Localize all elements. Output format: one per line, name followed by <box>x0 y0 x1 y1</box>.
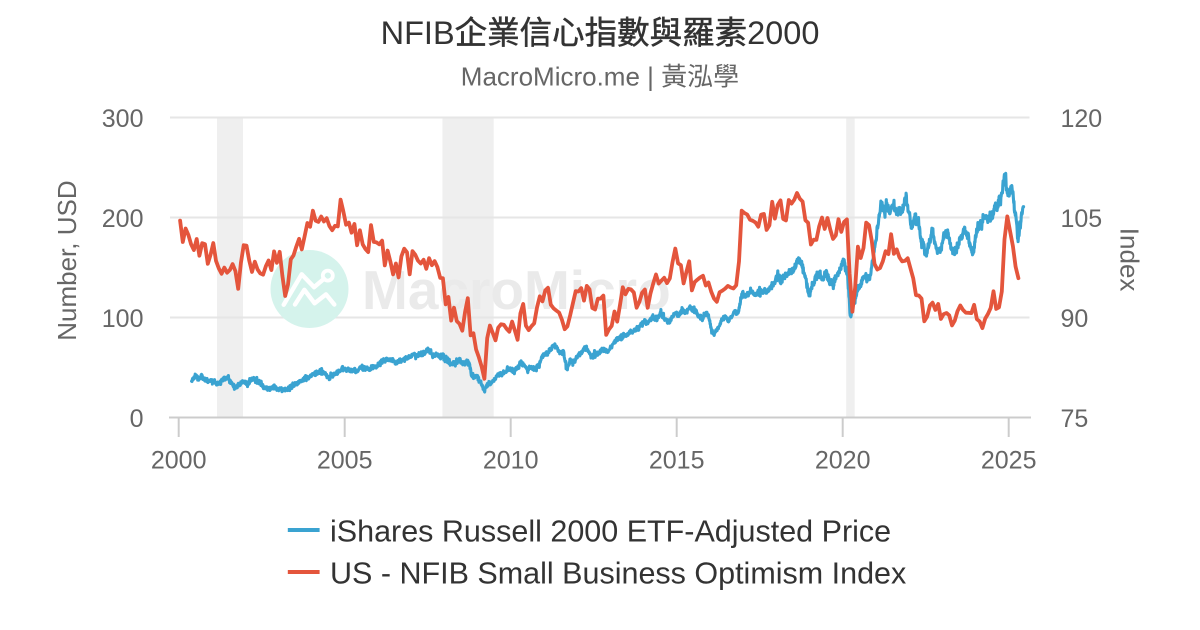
svg-text:US - NFIB Small Business Optim: US - NFIB Small Business Optimism Index <box>330 557 906 591</box>
svg-text:120: 120 <box>1061 105 1103 133</box>
svg-text:2000: 2000 <box>747 15 819 51</box>
svg-text:MacroMicro.me |: MacroMicro.me | <box>461 62 654 92</box>
svg-text:200: 200 <box>102 205 144 233</box>
svg-text:2020: 2020 <box>815 447 871 475</box>
svg-text:Number, USD: Number, USD <box>52 180 82 340</box>
svg-text:90: 90 <box>1061 305 1089 333</box>
svg-text:2025: 2025 <box>981 447 1037 475</box>
svg-text:NFIB: NFIB <box>381 15 455 51</box>
svg-text:2010: 2010 <box>483 447 539 475</box>
svg-text:105: 105 <box>1061 205 1103 233</box>
svg-text:100: 100 <box>102 305 144 333</box>
svg-text:2005: 2005 <box>317 447 373 475</box>
svg-text:2000: 2000 <box>151 447 207 475</box>
svg-text:2015: 2015 <box>649 447 705 475</box>
svg-text:0: 0 <box>130 405 144 433</box>
svg-text:Index: Index <box>1115 228 1145 292</box>
svg-text:iShares Russell 2000 ETF-Adjus: iShares Russell 2000 ETF-Adjusted Price <box>330 515 891 549</box>
svg-text:300: 300 <box>102 105 144 133</box>
svg-text:75: 75 <box>1061 405 1089 433</box>
